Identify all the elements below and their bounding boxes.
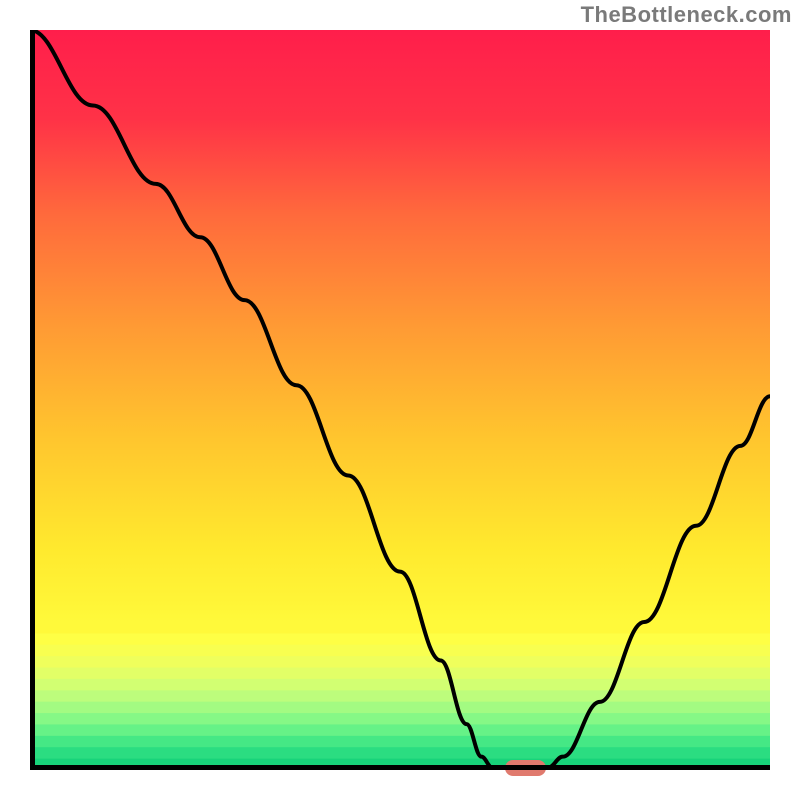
- watermark-text: TheBottleneck.com: [581, 2, 792, 28]
- gradient-background: [30, 30, 770, 770]
- plot-area: [30, 30, 770, 770]
- optimal-marker: [505, 760, 546, 776]
- chart-canvas: TheBottleneck.com: [0, 0, 800, 800]
